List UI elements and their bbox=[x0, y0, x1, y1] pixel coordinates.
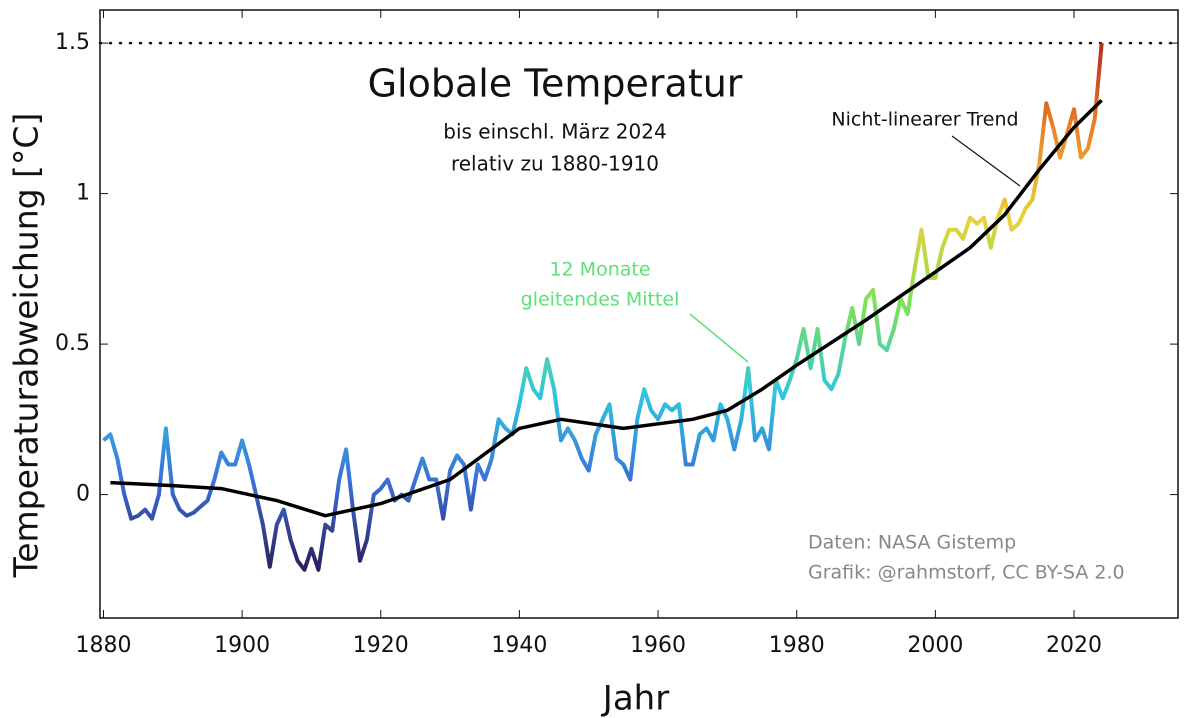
source: Daten: NASA Gistemp bbox=[808, 532, 1016, 554]
x-axis-label: Jahr bbox=[601, 679, 669, 718]
y-tick-label: 1.5 bbox=[55, 30, 90, 55]
x-tick-label: 1940 bbox=[491, 633, 547, 658]
x-tick-label: 1960 bbox=[630, 633, 686, 658]
leader-line bbox=[689, 313, 749, 363]
subtitle: bis einschl. März 2024 bbox=[443, 120, 666, 144]
y-axis-label: Temperaturabweichung [°C] bbox=[7, 113, 46, 579]
x-tick-label: 1900 bbox=[214, 633, 270, 658]
y-tick-label: 1 bbox=[76, 181, 90, 206]
subtitle: relativ zu 1880-1910 bbox=[451, 152, 659, 176]
trend-label: Nicht-linearer Trend bbox=[831, 109, 1018, 131]
x-tick-label: 1980 bbox=[769, 633, 825, 658]
chart-title: Globale Temperatur bbox=[368, 62, 743, 106]
x-tick-label: 2000 bbox=[907, 633, 963, 658]
y-tick-label: 0.5 bbox=[55, 331, 90, 356]
series-line bbox=[110, 99, 1103, 518]
y-tick-label: 0 bbox=[76, 482, 90, 507]
source: Grafik: @rahmstorf, CC BY-SA 2.0 bbox=[808, 562, 1125, 584]
x-tick-label: 2020 bbox=[1046, 633, 1102, 658]
leader-line bbox=[951, 135, 1021, 187]
ma-label: gleitendes Mittel bbox=[521, 289, 680, 311]
plot-frame bbox=[99, 9, 1179, 619]
x-tick-label: 1880 bbox=[75, 633, 131, 658]
ma-label: 12 Monate bbox=[549, 259, 650, 281]
series-line bbox=[102, 42, 1104, 572]
x-tick-label: 1920 bbox=[353, 633, 409, 658]
